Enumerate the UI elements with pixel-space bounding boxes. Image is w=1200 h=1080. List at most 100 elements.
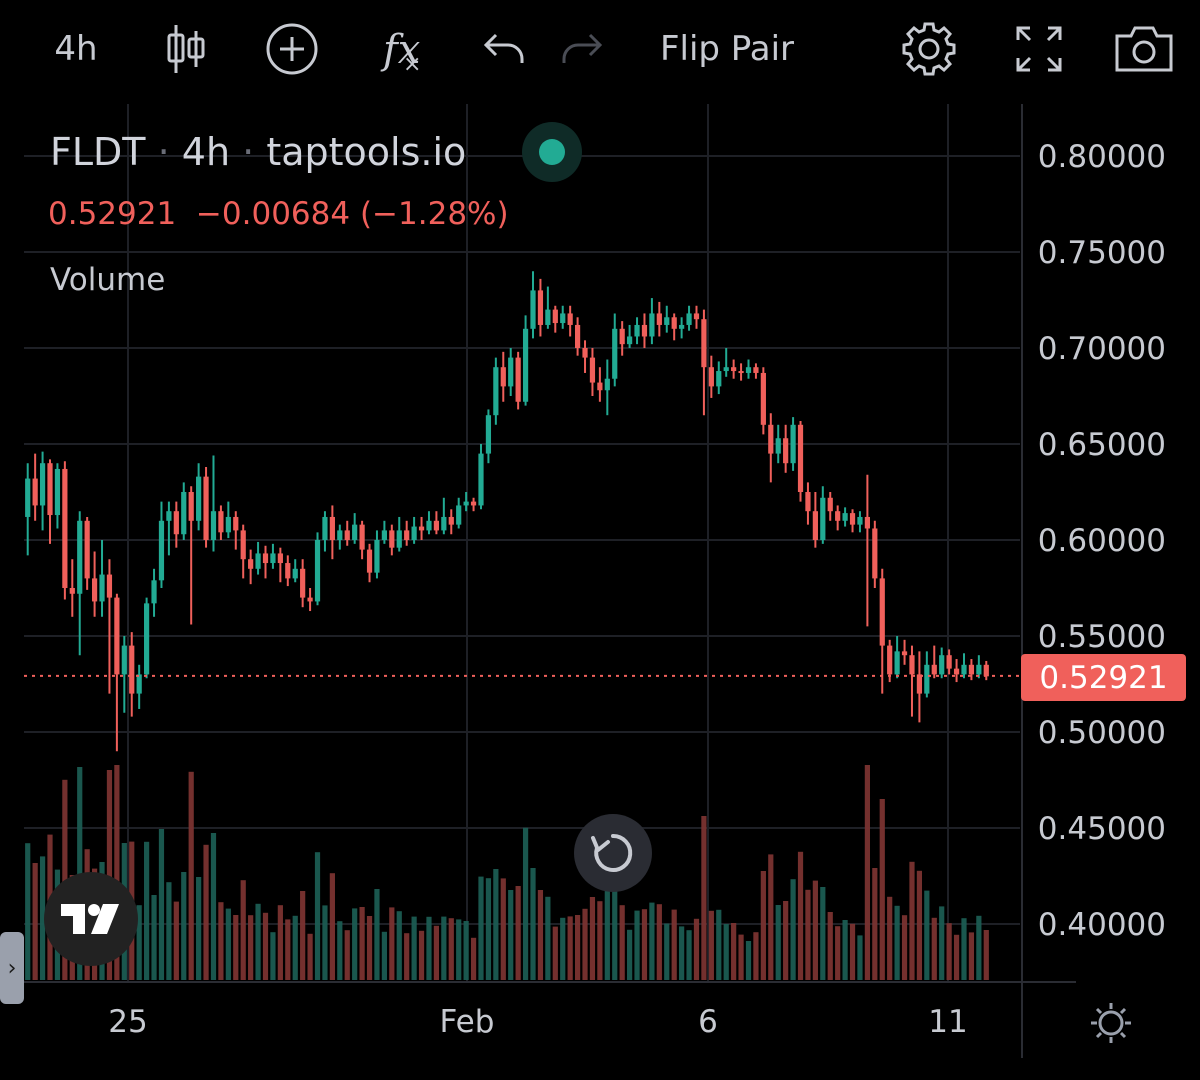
candle-body xyxy=(39,463,46,506)
volume-bar xyxy=(619,905,625,980)
candle-body xyxy=(144,603,150,675)
add-indicator-button[interactable] xyxy=(262,18,322,80)
candle-body xyxy=(352,524,358,540)
volume-bar xyxy=(144,841,150,980)
candle-body xyxy=(121,645,127,675)
side-panel-toggle[interactable]: › xyxy=(0,932,24,1004)
candle-body xyxy=(864,516,870,529)
volume-bar xyxy=(849,923,856,980)
volume-bar xyxy=(701,816,707,980)
candle-body xyxy=(656,313,662,325)
candle-body xyxy=(857,516,863,525)
candle-body xyxy=(344,530,350,540)
volume-bar xyxy=(433,925,440,980)
volume-bar xyxy=(864,765,870,980)
volume-bar xyxy=(939,906,945,980)
svg-text:fx: fx xyxy=(380,27,420,73)
volume-bar xyxy=(456,919,462,980)
candle-body xyxy=(745,367,752,373)
chart-type-button[interactable] xyxy=(160,18,212,80)
candle-body xyxy=(924,664,930,694)
candle-body xyxy=(768,424,774,454)
time-axis-label: 11 xyxy=(928,1004,967,1040)
price-axis-label: 0.80000 xyxy=(1038,139,1166,175)
candle-body xyxy=(248,559,254,569)
candle-body xyxy=(760,372,766,425)
volume-bar xyxy=(515,886,521,980)
candle-body xyxy=(872,528,878,579)
reset-chart-button[interactable] xyxy=(574,814,652,892)
candle-body xyxy=(708,367,714,387)
candle-body xyxy=(114,597,120,675)
candle-body xyxy=(181,492,187,535)
candle-body xyxy=(225,516,231,533)
time-axis[interactable]: 25 Feb 6 11 xyxy=(108,1004,967,1040)
volume-bar xyxy=(470,937,477,980)
volume-bar xyxy=(827,912,833,980)
volume-bar xyxy=(374,889,380,980)
tradingview-logo-icon xyxy=(61,904,119,934)
volume-bar xyxy=(887,896,893,980)
price-change-percent: (−1.28%) xyxy=(359,196,509,232)
volume-bar xyxy=(530,868,536,980)
candlestick-series xyxy=(25,271,989,752)
undo-icon xyxy=(483,33,524,63)
candle-body xyxy=(463,501,469,506)
volume-bar xyxy=(738,934,744,980)
fx-icon: fx × xyxy=(380,27,421,77)
volume-bar xyxy=(359,907,365,980)
candle-body xyxy=(671,317,677,329)
volume-bar xyxy=(901,915,908,980)
redo-icon xyxy=(562,33,603,63)
fullscreen-button[interactable] xyxy=(1012,18,1066,80)
candle-body xyxy=(627,336,633,345)
volume-bar xyxy=(612,867,618,980)
candle-body xyxy=(574,324,581,348)
candle-body xyxy=(91,578,98,602)
volume-bar xyxy=(522,827,529,980)
candle-body xyxy=(797,424,804,492)
volume-bar xyxy=(240,880,246,980)
settings-button[interactable] xyxy=(898,18,960,80)
volume-bar xyxy=(857,935,863,980)
candle-body xyxy=(530,290,536,329)
volume-bar xyxy=(679,926,685,980)
volume-legend[interactable]: Volume xyxy=(50,262,166,298)
redo-button[interactable] xyxy=(558,18,606,80)
candle-body xyxy=(77,520,83,594)
candle-body xyxy=(136,674,142,694)
volume-bar xyxy=(500,878,506,980)
candle-body xyxy=(946,655,952,669)
volume-bar xyxy=(731,923,737,980)
price-axis[interactable]: 0.80000 0.75000 0.70000 0.65000 0.60000 0.550… xyxy=(1038,139,1166,943)
candle-body xyxy=(69,588,75,594)
tradingview-logo[interactable] xyxy=(44,872,138,966)
candle-body xyxy=(634,324,640,337)
candle-body xyxy=(255,553,261,569)
price-scale-settings-button[interactable] xyxy=(1084,996,1138,1050)
candle-body xyxy=(835,511,841,521)
interval-button[interactable]: 4h xyxy=(54,29,98,69)
candle-body xyxy=(842,513,848,521)
indicators-button[interactable]: fx × xyxy=(378,18,426,80)
symbol-name[interactable]: FLDT xyxy=(50,130,146,174)
volume-bar xyxy=(604,881,610,980)
volume-bar xyxy=(337,921,343,980)
candle-body xyxy=(129,645,135,694)
candle-body xyxy=(552,309,558,324)
flip-pair-button[interactable]: Flip Pair xyxy=(659,29,795,69)
undo-button[interactable] xyxy=(480,18,528,80)
volume-bar xyxy=(32,863,38,980)
screenshot-button[interactable] xyxy=(1112,18,1176,80)
candle-body xyxy=(612,328,618,379)
volume-bar xyxy=(314,852,321,980)
market-status-indicator[interactable] xyxy=(522,122,582,182)
candle-body xyxy=(731,367,737,372)
candle-body xyxy=(240,530,246,560)
volume-bar xyxy=(188,771,194,980)
volume-bar xyxy=(641,909,648,980)
reset-icon xyxy=(591,833,633,872)
volume-bar xyxy=(300,891,306,980)
candle-body xyxy=(478,453,484,506)
